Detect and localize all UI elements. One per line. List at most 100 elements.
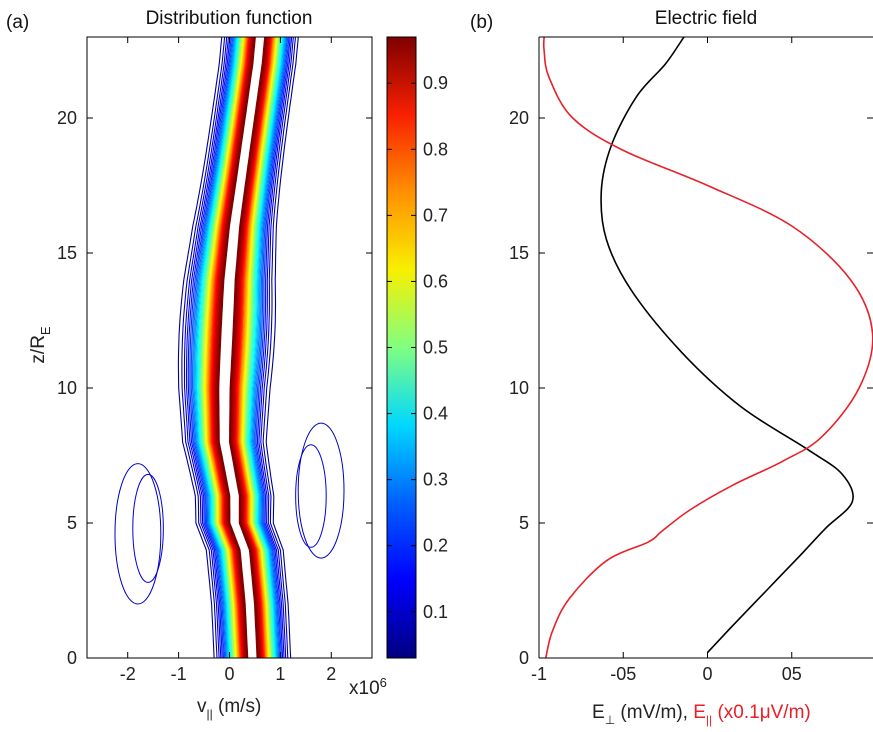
contour-line [177, 37, 223, 658]
panel-a-ylabel-main: z/R [28, 335, 49, 364]
contour-line [246, 37, 282, 658]
contour-line [231, 37, 269, 658]
contour-line [203, 37, 244, 658]
contour-line [213, 37, 254, 658]
contour-line [228, 37, 267, 658]
contour-line [202, 37, 243, 658]
panel-a-ylabel-sub: E [38, 326, 53, 335]
contour-line [249, 37, 284, 658]
x-tick-label: 1 [275, 664, 285, 684]
colorbar-tick-label: 0.1 [423, 602, 448, 622]
x-tick-label: 0 [224, 664, 234, 684]
contour-line [199, 37, 240, 658]
contour-line [193, 37, 235, 658]
y-tick-label: 15 [509, 243, 529, 263]
contour-line [208, 37, 248, 658]
contour-line [189, 37, 232, 658]
y-tick-label: 10 [57, 378, 77, 398]
panel-a-title: Distribution function [146, 8, 313, 29]
contour-line [253, 37, 288, 658]
contour-line [181, 37, 226, 658]
colorbar-tick-label: 0.3 [423, 470, 448, 490]
y-tick-label: 5 [67, 513, 77, 533]
panel-label-b: (b) [470, 12, 493, 33]
contour-line [201, 37, 242, 658]
contour-line [254, 37, 289, 658]
contour-line [190, 37, 233, 658]
contour-line [194, 37, 236, 658]
contour-line [251, 37, 287, 658]
series-line-e-perp [600, 37, 854, 654]
contour-line [256, 37, 291, 658]
panel-b-xlabel-black-main: E [592, 702, 605, 723]
colorbar-tick-label: 0.6 [423, 271, 448, 291]
x-tick-label: 2 [326, 664, 336, 684]
panel-b-xlabel-black-sub: ⊥ [605, 713, 615, 727]
colorbar-tick-label: 0.8 [423, 139, 448, 159]
y-tick-label: 0 [67, 648, 77, 668]
contour-line [248, 37, 283, 658]
colorbar-tick-label: 0.5 [423, 338, 448, 358]
y-tick-label: 0 [519, 648, 529, 668]
contour-line [243, 37, 279, 658]
contour-line [207, 37, 247, 658]
contour-lobe [132, 473, 164, 583]
panel-a-x-multiplier-exp: 6 [380, 675, 387, 690]
x-tick-label: -1 [171, 664, 187, 684]
contour-line [238, 37, 274, 658]
contour-line [230, 37, 268, 658]
contour-line [245, 37, 281, 658]
colorbar-tick-label: 0.9 [423, 73, 448, 93]
contour-line [244, 37, 280, 658]
contour-line [240, 37, 276, 658]
y-tick-label: 10 [509, 378, 529, 398]
contour-line [187, 37, 231, 658]
panel-a-xlabel-main: v [197, 696, 207, 717]
x-tick-label: 0 [702, 664, 712, 684]
colorbar-tick-label: 0.2 [423, 536, 448, 556]
panel-b-xlabel-red-rest: (x0.1μV/m) [712, 702, 811, 723]
contour-lobe [114, 463, 162, 605]
y-tick-label: 20 [509, 108, 529, 128]
panel-label-a: (a) [6, 12, 29, 33]
panel-b-title: Electric field [655, 8, 757, 29]
y-tick-label: 5 [519, 513, 529, 533]
contour-line [200, 37, 242, 658]
contour-line [241, 37, 277, 658]
contour-line [241, 37, 278, 658]
contour-lobe [297, 422, 345, 559]
x-tick-label: -05 [610, 664, 636, 684]
series-line-e-parallel [542, 37, 873, 658]
panel-a-xlabel: v|| (m/s) [197, 696, 261, 721]
contour-lobe [295, 444, 327, 548]
contour-line [183, 37, 228, 658]
panel-b-xlabel: E⊥ (mV/m), E|| (x0.1μV/m) [592, 702, 811, 727]
contour-line [204, 37, 245, 658]
panel-b-xlabel-red-main: E [693, 702, 706, 723]
contour-line [244, 37, 280, 658]
contour-line [250, 37, 286, 658]
panel-b-xlabel-black-rest: (mV/m), [615, 702, 693, 723]
contour-line [199, 37, 241, 658]
y-tick-label: 15 [57, 243, 77, 263]
contour-line [191, 37, 234, 658]
y-tick-label: 20 [57, 108, 77, 128]
contour-line [255, 37, 290, 658]
panel-a-x-multiplier: x106 [349, 675, 387, 699]
x-tick-label: -1 [531, 664, 547, 684]
contour-line [242, 37, 278, 658]
panel-a-x-multiplier-base: x10 [349, 678, 380, 699]
contour-line [262, 37, 297, 658]
contour-line [198, 37, 240, 658]
heatmap-contours [114, 37, 345, 658]
contour-line [185, 37, 229, 658]
contour-line [215, 37, 255, 658]
contour-line [249, 37, 285, 658]
contour-line [204, 37, 245, 658]
contour-line [238, 37, 275, 658]
colorbar-tick-label: 0.7 [423, 205, 448, 225]
contour-line [260, 37, 294, 658]
panel-a-xlabel-sub: || [207, 707, 213, 721]
